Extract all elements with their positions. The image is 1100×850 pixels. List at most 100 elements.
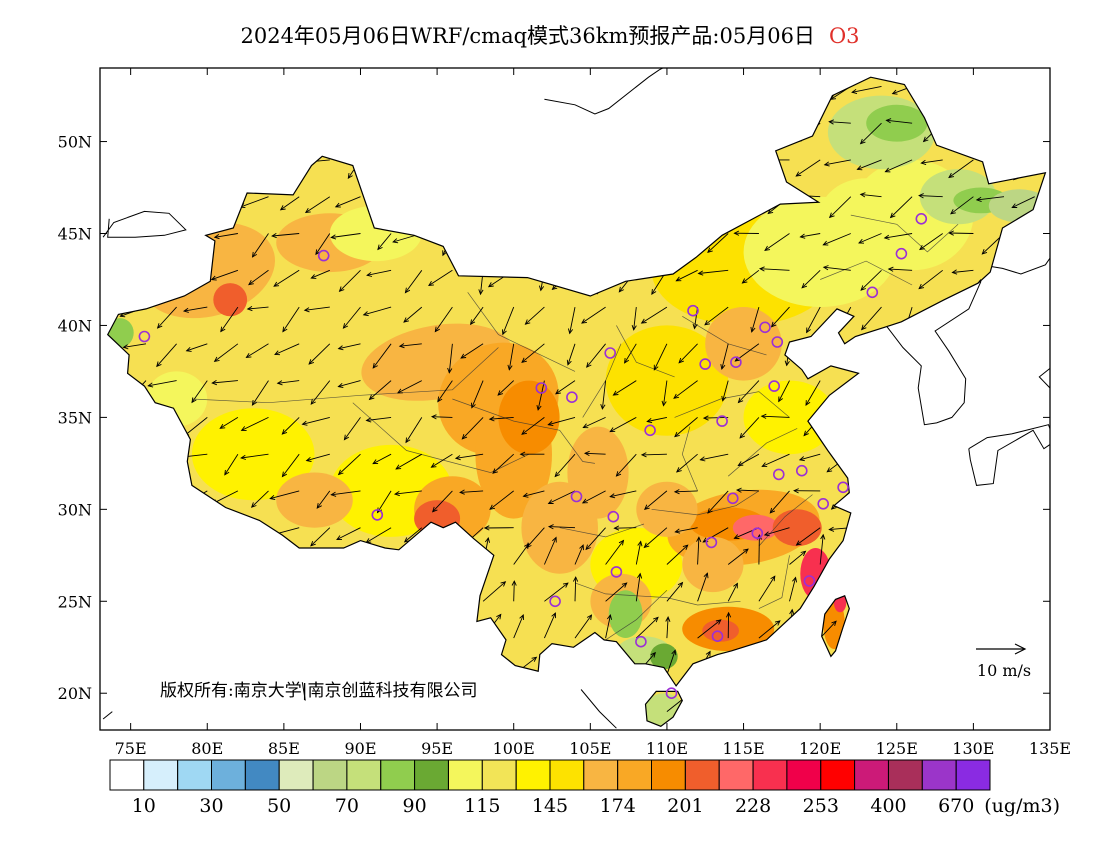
legend-label: 228 bbox=[735, 795, 771, 817]
title-main: 2024年05月06日WRF/cmaq模式36km预报产品:05月06日 bbox=[240, 24, 815, 48]
legend-swatch bbox=[786, 759, 822, 791]
legend-swatch bbox=[346, 759, 382, 791]
legend-swatch bbox=[481, 759, 517, 791]
lon-tick-label: 75E bbox=[115, 739, 147, 758]
lon-tick-label: 130E bbox=[952, 739, 994, 758]
legend-swatch bbox=[854, 759, 889, 791]
legend-swatch bbox=[888, 759, 923, 791]
station-marker bbox=[751, 527, 764, 540]
lon-tick-label: 95E bbox=[421, 739, 453, 758]
station-marker bbox=[730, 356, 742, 369]
color-legend: 10 30 50 70 90 115 145 174 201 228 253 400 670 (ug/m3… bbox=[109, 759, 1060, 817]
station-marker bbox=[768, 380, 781, 392]
legend-swatch bbox=[109, 759, 145, 791]
legend-swatch bbox=[143, 759, 179, 791]
legend-swatch bbox=[414, 759, 449, 791]
monitoring-stations bbox=[138, 213, 928, 700]
station-marker bbox=[687, 304, 699, 317]
legend-label: 253 bbox=[803, 795, 839, 817]
lon-tick-label: 80E bbox=[191, 739, 223, 758]
legend-swatch bbox=[515, 759, 551, 791]
legend-label: 70 bbox=[335, 795, 359, 817]
legend-swatch bbox=[380, 759, 416, 791]
station-marker bbox=[644, 424, 656, 437]
station-marker bbox=[610, 566, 623, 578]
legend-label: 400 bbox=[870, 795, 906, 817]
lat-tick-label: 25N bbox=[58, 592, 92, 611]
station-marker bbox=[566, 391, 578, 404]
legend-swatch bbox=[177, 759, 212, 791]
station-marker bbox=[771, 336, 784, 348]
legend-label: 174 bbox=[600, 795, 636, 817]
station-marker bbox=[772, 468, 785, 481]
station-marker bbox=[726, 492, 739, 505]
lon-tick-label: 115E bbox=[722, 739, 764, 758]
legend-label: 50 bbox=[267, 795, 291, 817]
station-marker bbox=[711, 630, 724, 643]
latitude-axis: 50N 45N 40N 35N 30N 25N 20N bbox=[58, 133, 1050, 703]
station-marker bbox=[803, 575, 816, 587]
station-marker bbox=[317, 249, 330, 262]
legend-label: 201 bbox=[667, 795, 703, 817]
lat-tick-label: 35N bbox=[58, 408, 92, 427]
legend-swatch bbox=[820, 759, 856, 791]
legend-label: 115 bbox=[464, 795, 500, 817]
station-marker bbox=[716, 415, 728, 427]
station-marker bbox=[371, 509, 384, 521]
station-marker bbox=[138, 330, 151, 343]
neighbor-coastlines bbox=[102, 68, 1050, 729]
lat-tick-label: 20N bbox=[58, 684, 92, 703]
station-marker bbox=[759, 321, 771, 334]
legend-swatch bbox=[549, 759, 585, 791]
lon-tick-label: 135E bbox=[1029, 739, 1071, 758]
legend-swatch bbox=[718, 759, 754, 791]
station-marker bbox=[915, 213, 928, 225]
lon-tick-label: 125E bbox=[876, 739, 918, 758]
legend-swatch bbox=[617, 759, 653, 791]
legend-label: 10 bbox=[132, 795, 156, 817]
lat-tick-label: 50N bbox=[58, 133, 92, 152]
legend-unit: (ug/m3) bbox=[984, 795, 1060, 817]
station-marker bbox=[817, 497, 830, 510]
station-marker bbox=[699, 358, 712, 370]
lat-tick-label: 40N bbox=[58, 316, 92, 335]
map-area[interactable] bbox=[87, 64, 1057, 737]
legend-swatch bbox=[921, 759, 957, 791]
station-marker bbox=[895, 247, 908, 260]
legend-label: 145 bbox=[532, 795, 568, 817]
station-marker bbox=[665, 687, 678, 700]
legend-swatch bbox=[684, 759, 720, 791]
legend-swatch bbox=[752, 759, 788, 791]
station-marker bbox=[705, 536, 718, 549]
legend-swatch bbox=[583, 759, 619, 791]
china-border bbox=[106, 76, 1047, 727]
lat-tick-label: 30N bbox=[58, 500, 92, 519]
lon-tick-label: 100E bbox=[493, 739, 535, 758]
map-title: 2024年05月06日WRF/cmaq模式36km预报产品:05月06日 O3 bbox=[0, 20, 1100, 50]
lon-tick-label: 120E bbox=[799, 739, 841, 758]
legend-swatch bbox=[278, 759, 314, 791]
station-marker bbox=[866, 286, 879, 299]
province-boundaries bbox=[191, 214, 959, 641]
wind-reference-vector: 10 m/s bbox=[976, 643, 1031, 680]
station-marker bbox=[795, 464, 808, 477]
lon-tick-label: 85E bbox=[268, 739, 300, 758]
legend-swatch bbox=[955, 759, 991, 791]
wind-reference-label: 10 m/s bbox=[977, 661, 1031, 680]
station-marker bbox=[607, 510, 620, 523]
legend-swatch bbox=[448, 759, 483, 791]
station-marker bbox=[570, 490, 583, 503]
station-marker bbox=[635, 635, 647, 648]
longitude-axis: 75E 80E 85E 90E 95E 100E 105E 110E 115E 120E 125E 1… bbox=[115, 68, 1071, 758]
legend-swatch bbox=[312, 759, 348, 791]
lon-tick-label: 110E bbox=[646, 739, 688, 758]
legend-swatch bbox=[244, 759, 280, 791]
legend-label: 90 bbox=[403, 795, 427, 817]
legend-label: 30 bbox=[199, 795, 223, 817]
legend-label: 670 bbox=[938, 795, 974, 817]
lat-tick-label: 45N bbox=[58, 225, 92, 244]
lon-tick-label: 90E bbox=[344, 739, 376, 758]
lon-tick-label: 105E bbox=[569, 739, 611, 758]
legend-swatch bbox=[211, 759, 246, 791]
